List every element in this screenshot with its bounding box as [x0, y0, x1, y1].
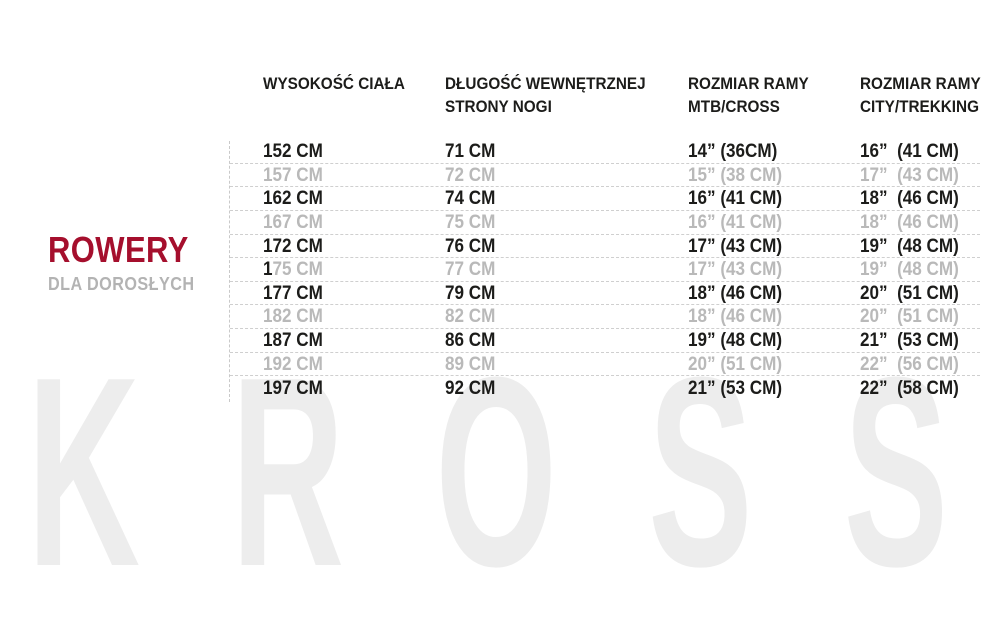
cell-inseam: 75 CM	[445, 211, 496, 233]
cell-body-height: 152 CM	[263, 141, 323, 162]
table-row: 182 CM 82 CM 18” (46 CM) 20” (51 CM)	[230, 305, 980, 329]
size-table: 152 CM 71 CM 14” (36CM) 16” (41 CM) 157 CM 72…	[230, 140, 980, 400]
table-row: 162 CM 74 CM 16” (41 CM) 18” (46 CM)	[230, 187, 980, 211]
cell-city-size: 20” (51 CM)	[860, 306, 959, 328]
table-row: 177 CM 79 CM 18” (46 CM) 20” (51 CM)	[230, 282, 980, 306]
cell-mtb-size: 18” (46 CM)	[688, 282, 783, 304]
cell-inseam: 86 CM	[445, 330, 496, 351]
table-row: 152 CM 71 CM 14” (36CM) 16” (41 CM)	[230, 140, 980, 164]
cell-mtb-size: 16” (41 CM)	[688, 211, 783, 233]
cell-city-size: 18” (46 CM)	[860, 211, 959, 233]
cell-body-height: 182 CM	[263, 306, 323, 328]
cell-mtb-size: 14” (36CM)	[688, 141, 778, 162]
table-row: 175 CM 77 CM 17” (43 CM) 19” (48 CM)	[230, 258, 980, 282]
cell-body-height: 197 CM	[263, 377, 323, 399]
size-chart-infographic: KROSS ROWERY DLA DOROSŁYCH WYSOKOŚĆ CIAŁ…	[27, 72, 1000, 608]
cell-body-height: 172 CM	[263, 235, 323, 257]
cell-city-size: 19” (48 CM)	[860, 259, 959, 281]
cell-city-size: 17” (43 CM)	[860, 164, 959, 186]
cell-mtb-size: 21” (53 CM)	[688, 377, 783, 399]
table-header-row: WYSOKOŚĆ CIAŁA DŁUGOŚĆ WEWNĘTRZNEJ STRONY…	[263, 72, 1000, 118]
cell-city-size: 16” (41 CM)	[860, 141, 959, 162]
cell-mtb-size: 16” (41 CM)	[688, 188, 783, 210]
cell-mtb-size: 20” (51 CM)	[688, 353, 783, 375]
cell-mtb-size: 15” (38 CM)	[688, 164, 783, 186]
header-body-height: WYSOKOŚĆ CIAŁA	[263, 74, 405, 93]
cell-inseam: 89 CM	[445, 353, 496, 375]
cell-inseam: 76 CM	[445, 235, 496, 257]
cell-inseam: 92 CM	[445, 377, 496, 399]
header-inseam: DŁUGOŚĆ WEWNĘTRZNEJ STRONY NOGI	[445, 74, 646, 116]
cell-inseam: 79 CM	[445, 282, 496, 304]
cell-city-size: 22” (56 CM)	[860, 353, 959, 375]
table-row: 187 CM 86 CM 19” (48 CM) 21” (53 CM)	[230, 329, 980, 353]
table-row: 167 CM 75 CM 16” (41 CM) 18” (46 CM)	[230, 211, 980, 235]
header-city-size: ROZMIAR RAMY CITY/TREKKING	[860, 74, 981, 116]
cell-mtb-size: 18” (46 CM)	[688, 306, 783, 328]
cell-city-size: 18” (46 CM)	[860, 188, 959, 210]
table-row: 192 CM 89 CM 20” (51 CM) 22” (56 CM)	[230, 353, 980, 377]
cell-inseam: 72 CM	[445, 164, 496, 186]
cell-body-height: 162 CM	[263, 188, 323, 210]
header-mtb-size: ROZMIAR RAMY MTB/CROSS	[688, 74, 809, 116]
cell-body-height: 192 CM	[263, 353, 323, 375]
cell-inseam: 71 CM	[445, 141, 496, 162]
vertical-dashed-divider	[229, 141, 230, 402]
table-row: 157 CM 72 CM 15” (38 CM) 17” (43 CM)	[230, 164, 980, 188]
page-title-block: ROWERY DLA DOROSŁYCH	[48, 229, 212, 294]
cell-city-size: 22” (58 CM)	[860, 377, 959, 399]
page-subtitle: DLA DOROSŁYCH	[48, 274, 195, 294]
cell-body-height: 187 CM	[263, 330, 323, 351]
dark-prefix-digit: 1	[263, 259, 273, 281]
cell-mtb-size: 17” (43 CM)	[688, 235, 783, 257]
page-title: ROWERY	[48, 229, 189, 270]
cell-text: 75 CM	[272, 259, 323, 281]
table-row: 197 CM 92 CM 21” (53 CM) 22” (58 CM)	[230, 376, 980, 400]
cell-city-size: 21” (53 CM)	[860, 330, 959, 351]
cell-inseam: 74 CM	[445, 188, 496, 210]
cell-body-height: 175 CM	[263, 258, 427, 281]
cell-body-height: 157 CM	[263, 164, 323, 186]
table-row: 172 CM 76 CM 17” (43 CM) 19” (48 CM)	[230, 235, 980, 259]
cell-mtb-size: 19” (48 CM)	[688, 330, 783, 351]
cell-body-height: 177 CM	[263, 282, 323, 304]
cell-body-height: 167 CM	[263, 211, 323, 233]
cell-city-size: 19” (48 CM)	[860, 235, 959, 257]
cell-city-size: 20” (51 CM)	[860, 282, 959, 304]
cell-mtb-size: 17” (43 CM)	[688, 259, 783, 281]
cell-inseam: 77 CM	[445, 259, 496, 281]
cell-inseam: 82 CM	[445, 306, 496, 328]
